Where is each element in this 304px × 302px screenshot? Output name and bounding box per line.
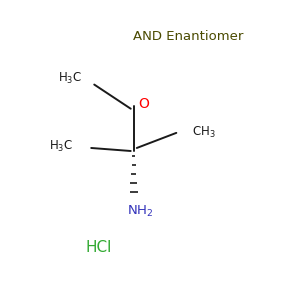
Text: H$_3$C: H$_3$C [49, 139, 73, 154]
Text: H$_3$C: H$_3$C [58, 71, 82, 86]
Text: HCl: HCl [85, 240, 112, 255]
Text: AND Enantiomer: AND Enantiomer [133, 30, 244, 43]
Text: O: O [138, 97, 149, 111]
Text: CH$_3$: CH$_3$ [192, 125, 215, 140]
Text: NH$_2$: NH$_2$ [127, 204, 153, 219]
